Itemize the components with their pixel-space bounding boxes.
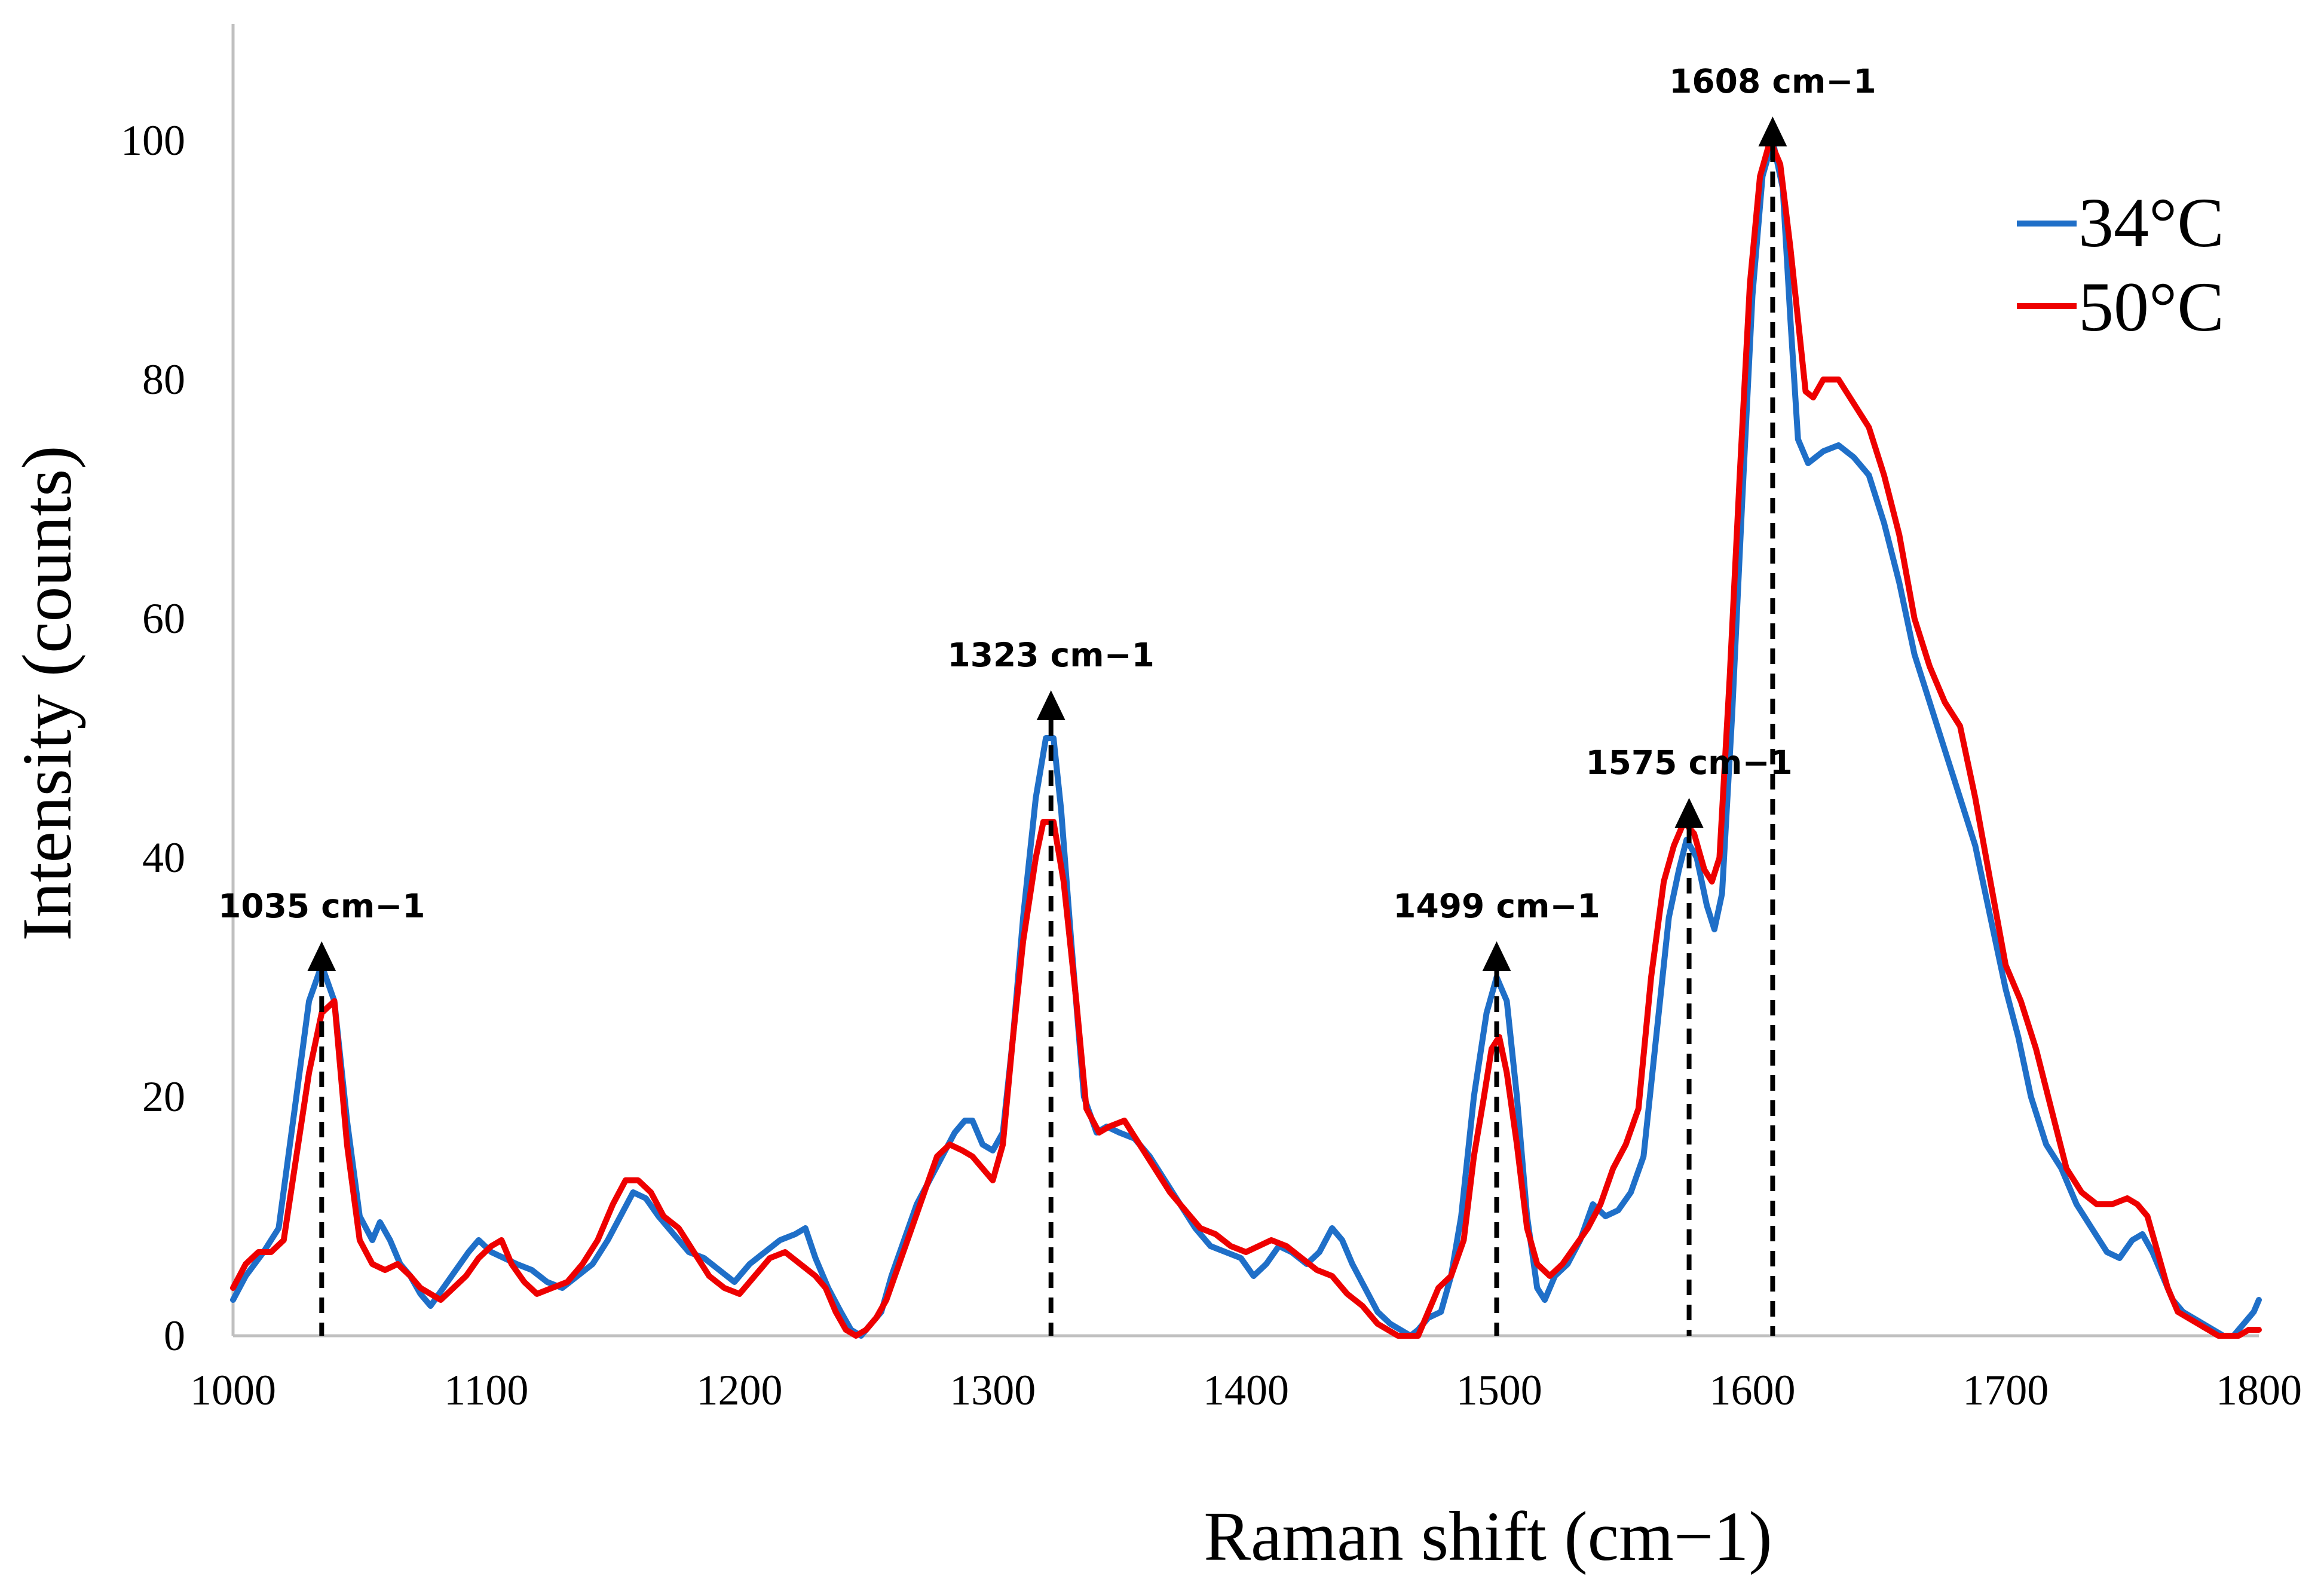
legend-item-50c: 50°C xyxy=(2017,268,2224,346)
x-tick-label-1000: 1000 xyxy=(190,1366,276,1414)
series-line-50c xyxy=(230,137,2262,1339)
legend-item-34c: 34°C xyxy=(2017,183,2224,262)
peak-marker-arrow-1608 xyxy=(1758,117,1787,146)
peak-marker-arrow-1575 xyxy=(1674,798,1704,828)
x-tick-label-1200: 1200 xyxy=(697,1366,783,1414)
y-tick-labels: 0 20 40 60 80 100 xyxy=(121,117,185,1360)
y-tick-label-80: 80 xyxy=(142,356,185,403)
peak-label-1499: 1499 cm−1 xyxy=(1393,887,1600,925)
series-line-34c xyxy=(230,137,2262,1339)
y-tick-label-0: 0 xyxy=(164,1312,185,1360)
peak-label-1575: 1575 cm−1 xyxy=(1585,743,1793,782)
x-tick-labels: 1000 1100 1200 1300 1400 1500 1600 1700 1800 xyxy=(190,1366,2302,1414)
y-axis-title: Intensity (counts) xyxy=(8,445,86,941)
x-axis-title: Raman shift (cm−1) xyxy=(1204,1497,1772,1575)
y-tick-label-20: 20 xyxy=(142,1073,185,1121)
x-tick-label-1700: 1700 xyxy=(1962,1366,2049,1414)
y-tick-label-100: 100 xyxy=(121,117,185,164)
x-tick-label-1800: 1800 xyxy=(2216,1366,2302,1414)
y-tick-label-40: 40 xyxy=(142,834,185,882)
peak-marker-arrow-1035 xyxy=(307,941,336,971)
series-lines xyxy=(230,137,2262,1339)
peak-label-1035: 1035 cm−1 xyxy=(218,887,425,925)
x-tick-label-1100: 1100 xyxy=(444,1366,528,1414)
peak-label-1608: 1608 cm−1 xyxy=(1669,62,1876,100)
peak-marker-arrow-1323 xyxy=(1036,690,1065,720)
legend-label-34c: 34°C xyxy=(2078,183,2224,262)
axes-group xyxy=(231,24,2259,1338)
legend-label-50c: 50°C xyxy=(2078,268,2224,346)
x-tick-label-1300: 1300 xyxy=(950,1366,1036,1414)
y-tick-label-60: 60 xyxy=(142,595,185,642)
x-tick-label-1400: 1400 xyxy=(1203,1366,1289,1414)
peak-marker-arrow-1499 xyxy=(1482,941,1511,971)
peak-annotations: 1035 cm−1 1323 cm−1 1499 cm−1 1575 cm−1 1608… xyxy=(218,62,1876,1336)
x-tick-label-1500: 1500 xyxy=(1456,1366,1542,1414)
peak-label-1323: 1323 cm−1 xyxy=(947,636,1155,674)
x-tick-label-1600: 1600 xyxy=(1710,1366,1796,1414)
legend: 34°C 50°C xyxy=(2017,183,2224,346)
